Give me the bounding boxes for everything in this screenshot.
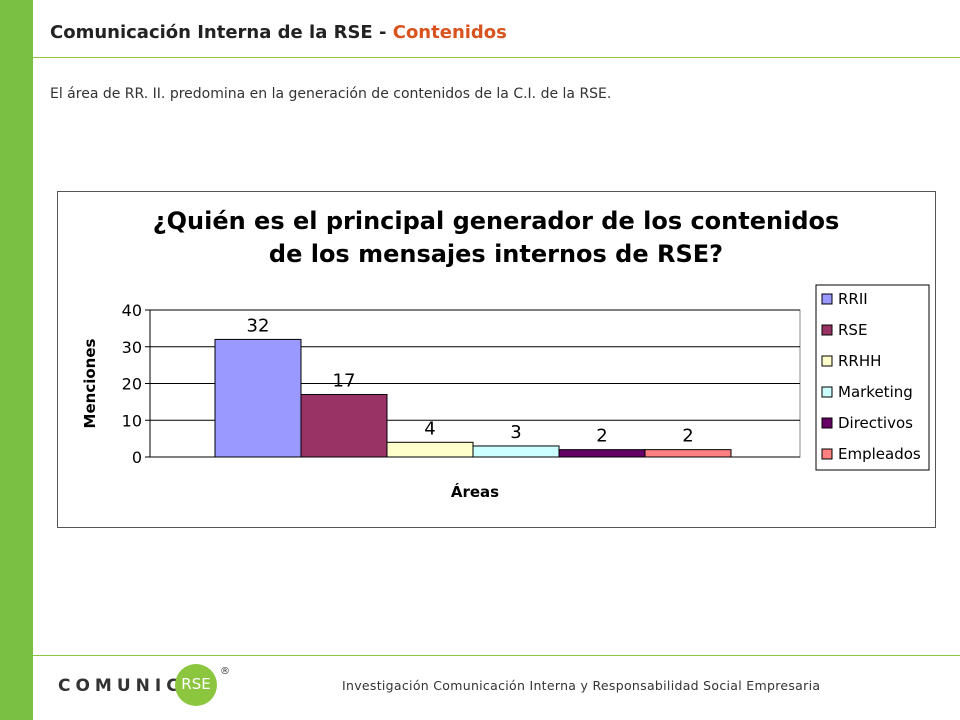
- x-axis-label: Áreas: [451, 482, 499, 501]
- legend-label-directivos: Directivos: [838, 414, 913, 432]
- bar-rrii: [214, 338, 302, 458]
- y-tick-label: 10: [122, 411, 142, 430]
- legend-swatch-rrii: [821, 293, 833, 305]
- legend-label-rse: RSE: [838, 321, 867, 339]
- legend-swatch-empleados: [821, 448, 833, 460]
- registered-mark: ®: [220, 666, 230, 677]
- y-tick-label: 40: [122, 301, 142, 320]
- bar-rrhh: [386, 441, 474, 458]
- sidebar-accent-bar: [0, 0, 33, 720]
- bar-chart: ¿Quién es el principal generador de los …: [81, 207, 930, 501]
- bar-directivos: [558, 449, 646, 458]
- chart-frame: ¿Quién es el principal generador de los …: [57, 191, 936, 528]
- data-label-directivos: 2: [596, 426, 607, 447]
- bar-marketing: [472, 445, 560, 458]
- data-label-rse: 17: [333, 371, 356, 392]
- data-label-marketing: 3: [510, 422, 521, 443]
- y-tick-label: 0: [132, 448, 142, 467]
- page-title: Comunicación Interna de la RSE - Conteni…: [50, 22, 507, 43]
- legend-swatch-directivos: [821, 417, 833, 429]
- footer-divider: [33, 655, 960, 656]
- legend-swatch-rrhh: [821, 355, 833, 367]
- data-label-empleados: 2: [682, 426, 693, 447]
- data-label-rrhh: 4: [424, 418, 435, 439]
- brand-logo: COMUNICA RSE ®: [58, 664, 238, 708]
- footer-caption: Investigación Comunicación Interna y Res…: [342, 678, 821, 693]
- logo-circle-icon: [175, 664, 217, 706]
- y-tick-label: 30: [122, 338, 142, 357]
- legend-box: [815, 284, 930, 471]
- legend-swatch-rse: [821, 324, 833, 336]
- page-title-main: Comunicación Interna de la RSE -: [50, 22, 393, 43]
- logo-wordmark: COMUNICA: [58, 676, 202, 696]
- chart-title-line2: de los mensajes internos de RSE?: [269, 240, 723, 268]
- chart-title-line1: ¿Quién es el principal generador de los …: [153, 207, 840, 235]
- bar-rse: [300, 394, 388, 458]
- logo-circle-text: RSE: [181, 675, 211, 693]
- header-divider: [33, 57, 960, 58]
- y-tick-label: 20: [122, 375, 142, 394]
- legend-label-rrii: RRII: [838, 290, 868, 308]
- legend-label-marketing: Marketing: [838, 383, 913, 401]
- y-axis-label: Menciones: [81, 338, 99, 428]
- legend-label-empleados: Empleados: [838, 445, 921, 463]
- page-title-accent: Contenidos: [392, 22, 507, 43]
- legend-swatch-marketing: [821, 386, 833, 398]
- legend-label-rrhh: RRHH: [838, 352, 881, 370]
- data-label-rrii: 32: [247, 315, 270, 336]
- bar-empleados: [644, 449, 732, 458]
- slide-subtitle: El área de RR. II. predomina en la gener…: [50, 86, 612, 102]
